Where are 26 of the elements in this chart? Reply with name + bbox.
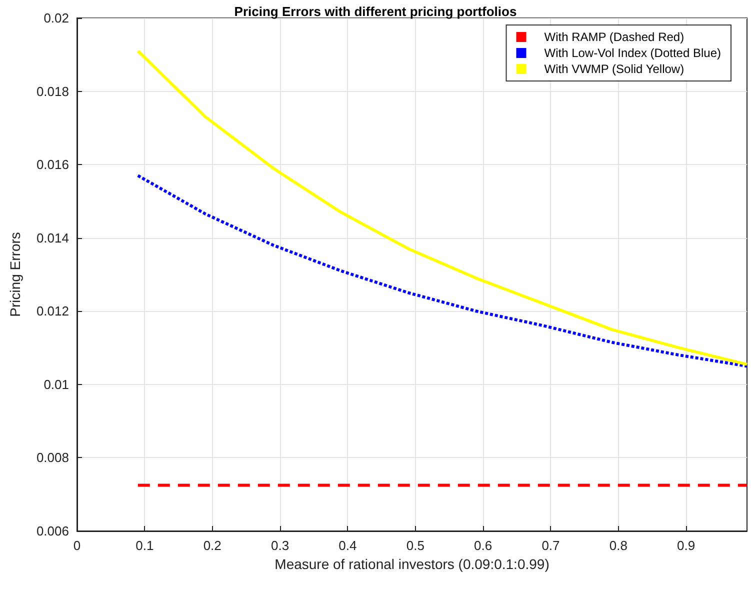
- x-tick-label: 0.3: [270, 538, 290, 553]
- legend-label: With RAMP (Dashed Red): [544, 30, 684, 44]
- y-tick-label: 0.016: [36, 157, 69, 172]
- legend-label: With Low-Vol Index (Dotted Blue): [544, 46, 722, 60]
- x-tick-label: 0.5: [406, 538, 424, 553]
- x-tick-label: 0.4: [338, 538, 357, 553]
- x-tick-label: 0.2: [203, 538, 222, 553]
- x-tick-label: 0.9: [677, 538, 696, 553]
- x-tick-label: 0.7: [542, 538, 560, 553]
- x-tick-label: 0: [73, 538, 81, 553]
- y-tick-label: 0.01: [44, 376, 69, 392]
- y-tick-label: 0.008: [36, 450, 69, 466]
- x-tick-label: 0.1: [136, 538, 154, 553]
- x-axis-title: Measure of rational investors (0.09:0.1:0.99): [274, 556, 550, 572]
- y-tick-label: 0.018: [36, 84, 69, 99]
- x-tick-label: 0.6: [474, 538, 492, 553]
- x-tick-label: 0.8: [609, 538, 628, 553]
- chart-title: Pricing Errors with different pricing portfolios: [234, 4, 517, 19]
- y-axis-title: Pricing Errors: [7, 232, 23, 317]
- y-tick-label: 0.012: [36, 304, 69, 319]
- y-tick-label: 0.02: [44, 10, 69, 26]
- y-tick-label: 0.006: [36, 524, 69, 538]
- line-series: [136, 174, 748, 368]
- line-series: [136, 49, 748, 366]
- legend-label: With VWMP (Solid Yellow): [544, 62, 684, 76]
- y-tick-label: 0.014: [36, 230, 69, 246]
